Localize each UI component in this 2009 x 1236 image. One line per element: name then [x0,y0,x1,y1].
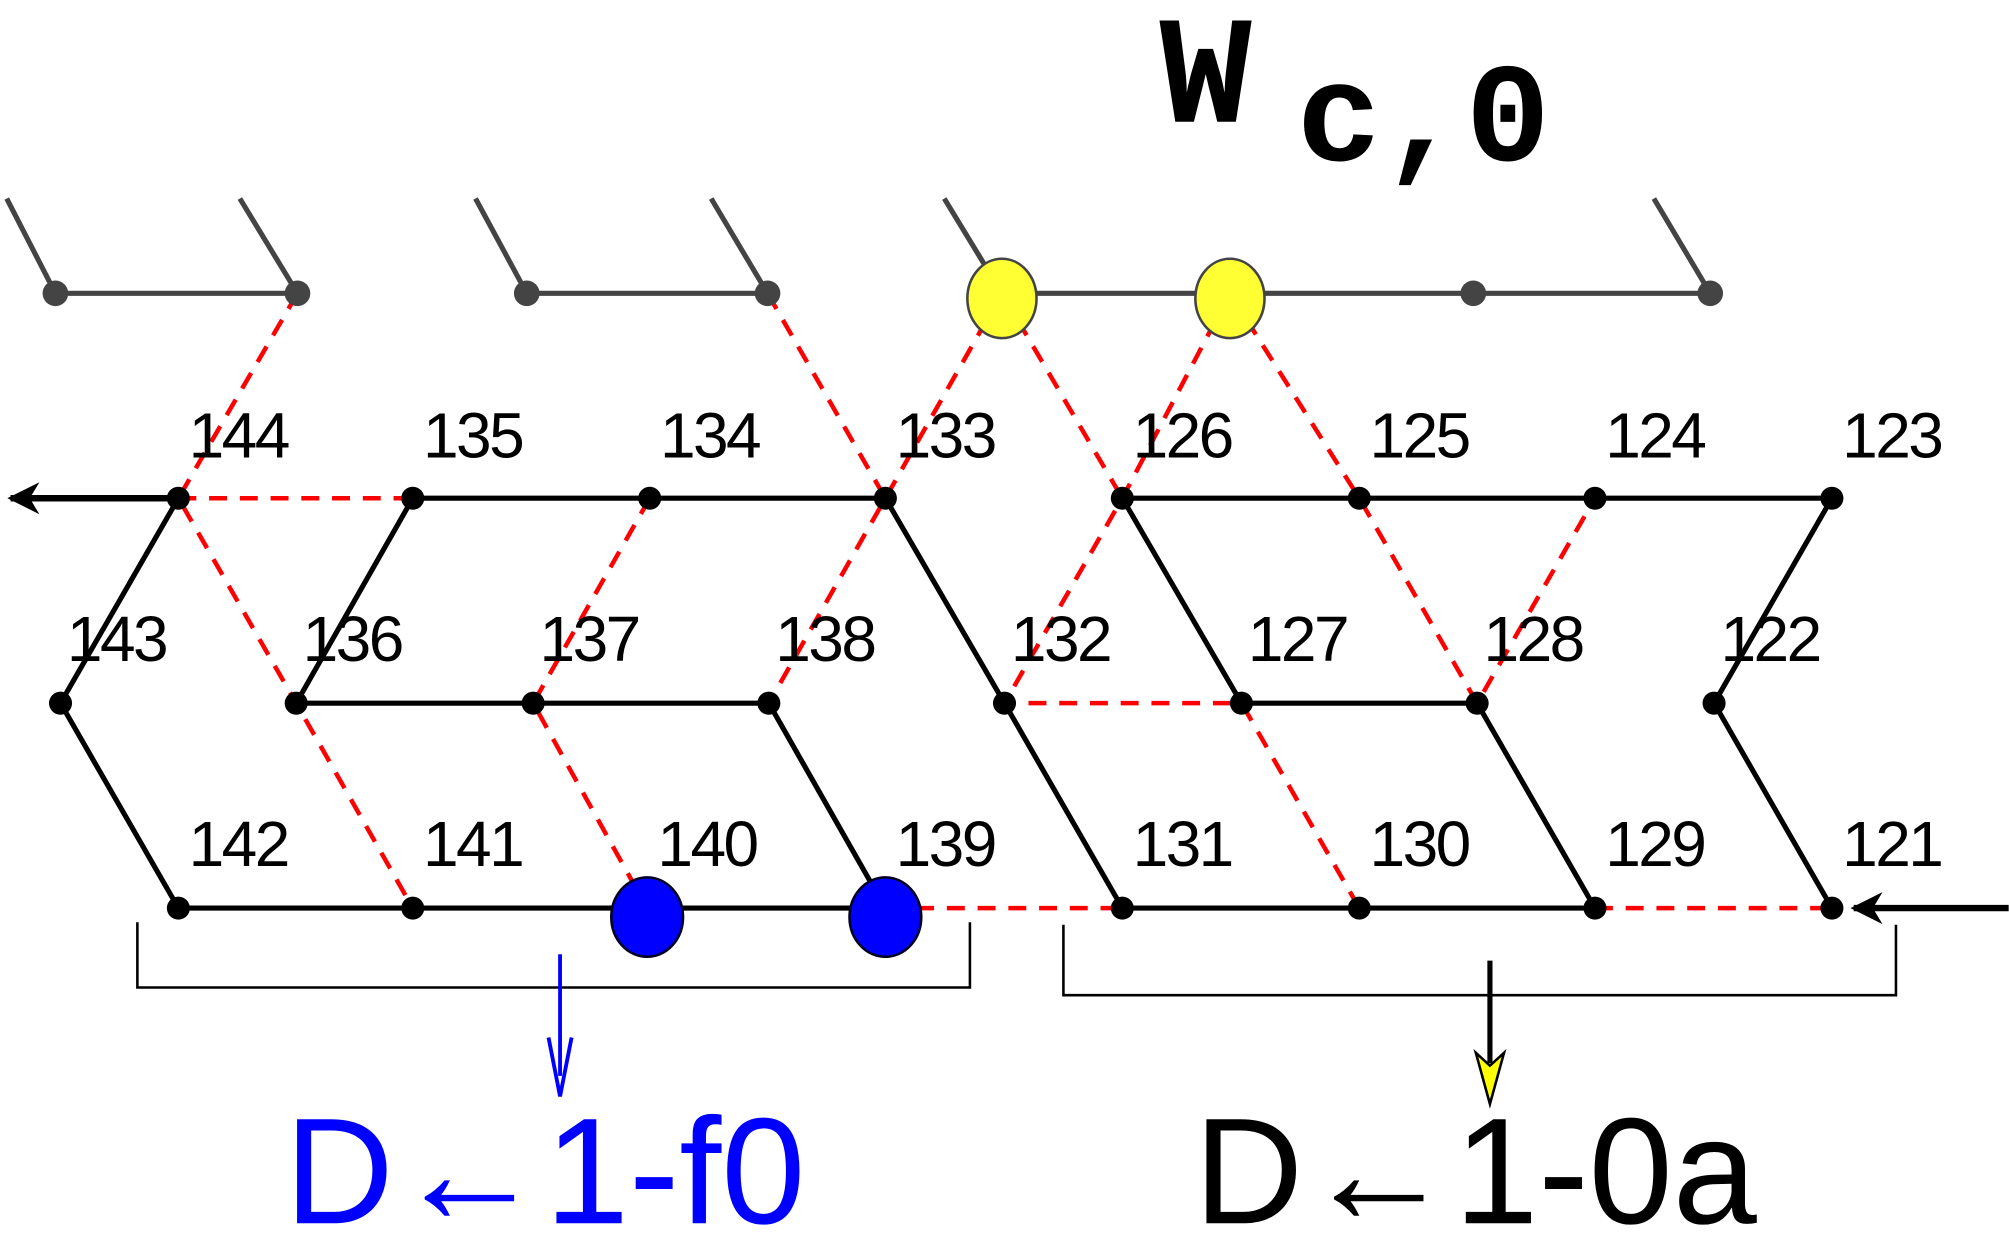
atom [1702,691,1726,715]
atom [42,280,69,307]
atom [166,486,190,510]
node-label: 139 [896,808,995,880]
highlight-atom [966,257,1038,340]
atom [1820,486,1844,510]
node-label: 142 [189,808,288,880]
nodes: 144 135 134 133 126 125 124 123 143 136 137 138 132 1… [42,257,1944,959]
atom [284,691,308,715]
group-label: D←1-f0 [285,1087,806,1236]
title-main: W [1159,0,1252,169]
node-label: 140 [657,808,757,880]
node-label: 129 [1605,808,1704,880]
node-label: 126 [1133,399,1232,471]
highlight-atom [1194,257,1266,340]
atom [638,486,662,510]
node-label: 141 [423,808,522,880]
node-label: 132 [1011,603,1110,675]
atom [401,486,425,510]
highlight-atom [610,876,685,959]
atom [521,691,545,715]
atom [992,691,1017,715]
atom [49,691,73,715]
atom [1460,280,1487,307]
upper-chain [4,197,1713,296]
atom [1347,486,1371,510]
node-label: 131 [1133,808,1232,880]
node-label: 122 [1720,603,1819,675]
atom [166,896,190,920]
atom [284,280,311,307]
node-label: 133 [896,399,995,471]
atom [401,896,425,920]
node-label: 138 [775,603,874,675]
atom [1110,896,1134,920]
atom [1697,280,1724,307]
atom [1110,486,1134,510]
atom [1347,896,1371,920]
atom [757,691,781,715]
atom [513,280,540,307]
node-label: 121 [1842,808,1941,880]
node-label: 134 [660,399,760,471]
atom [1229,691,1253,715]
node-label: 125 [1370,399,1469,471]
node-label: 135 [423,399,522,471]
brackets [136,922,1898,1109]
node-label: 123 [1842,399,1941,471]
node-label: 143 [67,603,166,675]
atom [754,280,781,307]
atom [1465,691,1489,715]
group-label: D←1-0a [1194,1087,1758,1236]
atom [1583,486,1607,510]
node-label: 136 [303,603,402,675]
node-label: 137 [540,603,639,675]
node-label: 124 [1605,399,1705,471]
highlight-atom [848,876,923,959]
node-label: 127 [1248,603,1347,675]
atom [1583,896,1607,920]
node-label: 130 [1370,808,1470,880]
title-sub: c,0 [1297,44,1551,203]
node-label: 144 [189,399,289,471]
atom [873,486,897,510]
atom [1820,896,1844,920]
node-label: 128 [1484,603,1583,675]
